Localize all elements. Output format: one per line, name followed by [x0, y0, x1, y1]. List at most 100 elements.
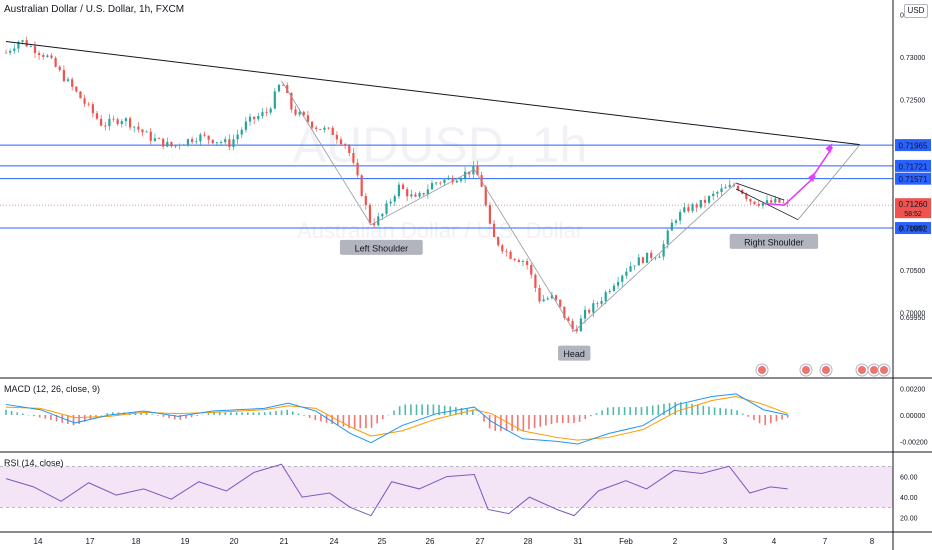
candle-body: [422, 193, 425, 195]
candle-body: [505, 251, 508, 253]
currency-badge[interactable]: USD: [904, 4, 928, 18]
candle-body: [687, 207, 690, 212]
macd-histogram-bar: [612, 407, 615, 415]
macd-histogram-bar: [393, 410, 395, 415]
candle-body: [25, 40, 28, 47]
event-flag-icon[interactable]: [880, 366, 888, 374]
candle-body: [298, 111, 301, 115]
time-axis[interactable]: 14 17 18 19 20 21 24 25 26 27 28 31 Feb 2 3 4 7 8: [34, 537, 875, 546]
macd-histogram-bar: [185, 415, 187, 419]
candle-body: [228, 139, 231, 147]
macd-histogram-bar: [758, 415, 761, 424]
candle-body: [385, 203, 388, 214]
macd-pane[interactable]: [5, 393, 789, 445]
candle-body: [344, 144, 347, 146]
trendline-wedge-upper[interactable]: [735, 182, 785, 201]
macd-histogram-bar: [269, 411, 272, 415]
pattern-label[interactable]: Head: [563, 349, 585, 359]
head-shoulders-pattern[interactable]: [281, 80, 737, 332]
macd-histogram-bar: [22, 413, 24, 415]
macd-histogram-bar: [387, 414, 390, 416]
macd-histogram-bar: [50, 415, 52, 421]
event-flag-icon[interactable]: [858, 366, 866, 374]
pattern-label[interactable]: Right Shoulder: [744, 237, 804, 247]
macd-histogram-bar: [663, 403, 665, 415]
trendline-resistance[interactable]: [5, 41, 861, 146]
macd-histogram-bar: [72, 415, 75, 426]
candle-body: [406, 189, 409, 197]
candle-body: [728, 184, 731, 188]
macd-histogram-bar: [359, 415, 362, 429]
price-tick-label: 0.73000: [900, 55, 925, 62]
trendline-projection-lower[interactable]: [797, 144, 861, 220]
candle-body: [521, 261, 525, 262]
candle-body: [232, 139, 235, 147]
macd-histogram-bar: [713, 407, 716, 415]
candle-body: [248, 116, 252, 122]
macd-histogram-bar: [578, 415, 581, 422]
main-price-pane[interactable]: Left Shoulder Head Right Shoulder: [0, 36, 893, 377]
candle-body: [426, 189, 429, 195]
candle-body: [335, 134, 338, 140]
candle-body: [538, 287, 541, 302]
candle-body: [128, 118, 132, 128]
candle-body: [315, 127, 318, 129]
level-price-label: 0.71721: [899, 162, 928, 171]
macd-histogram-bar: [415, 404, 418, 415]
candle-body: [588, 309, 591, 313]
event-flag-icon[interactable]: [758, 366, 766, 374]
rsi-pane[interactable]: [0, 463, 893, 517]
macd-histogram-bar: [505, 415, 508, 431]
macd-histogram-bar: [635, 407, 637, 415]
candle-body: [488, 205, 492, 224]
event-flag-icon[interactable]: [822, 366, 830, 374]
macd-histogram-bar: [348, 415, 350, 428]
level-price-tag: [895, 139, 931, 152]
event-flag-icon[interactable]: [802, 366, 810, 374]
macd-histogram-bar: [140, 412, 142, 415]
candle-body: [137, 126, 140, 130]
pattern-label-box[interactable]: [339, 239, 423, 255]
rsi-legend-label[interactable]: RSI (14, close): [4, 458, 64, 468]
candle-body: [71, 79, 74, 87]
pattern-label-box[interactable]: [729, 233, 819, 249]
candle-body: [9, 50, 12, 53]
macd-histogram-bar: [511, 415, 513, 431]
candle-body: [364, 196, 367, 205]
candle-body: [761, 203, 764, 206]
candle-body: [546, 298, 549, 300]
time-tick-label: 2: [673, 537, 678, 546]
macd-histogram-bar: [556, 415, 558, 423]
candle-body: [670, 222, 673, 231]
macd-histogram-bar: [365, 415, 367, 429]
macd-histogram-bar: [606, 407, 609, 415]
candle-body: [87, 103, 90, 105]
candle-body: [207, 135, 210, 140]
candle-body: [33, 46, 37, 54]
candle-body: [695, 204, 698, 208]
macd-histogram-bar: [381, 415, 384, 420]
macd-histogram-bar: [770, 415, 772, 424]
macd-histogram-bar: [342, 415, 345, 427]
macd-histogram-bar: [213, 412, 215, 415]
event-flag-icon[interactable]: [870, 366, 878, 374]
candle-body: [331, 127, 334, 135]
candle-body: [306, 115, 310, 122]
macd-legend-label[interactable]: MACD (12, 26, close, 9): [4, 384, 101, 394]
candle-body: [240, 129, 243, 135]
candle-body: [186, 139, 190, 145]
time-tick-label: 19: [181, 537, 190, 546]
candle-body: [654, 257, 657, 259]
projection-arrow[interactable]: [763, 146, 834, 207]
macd-histogram-bar: [421, 404, 423, 415]
macd-histogram-bar: [151, 414, 154, 415]
macd-histogram-bar: [500, 415, 502, 431]
candle-body: [368, 204, 372, 224]
candle-body: [348, 145, 351, 154]
pattern-label-box[interactable]: [557, 345, 591, 361]
candle-body: [650, 252, 653, 259]
pattern-label[interactable]: Left Shoulder: [355, 243, 409, 253]
candle-body: [141, 129, 144, 133]
macd-histogram-bar: [477, 414, 480, 416]
